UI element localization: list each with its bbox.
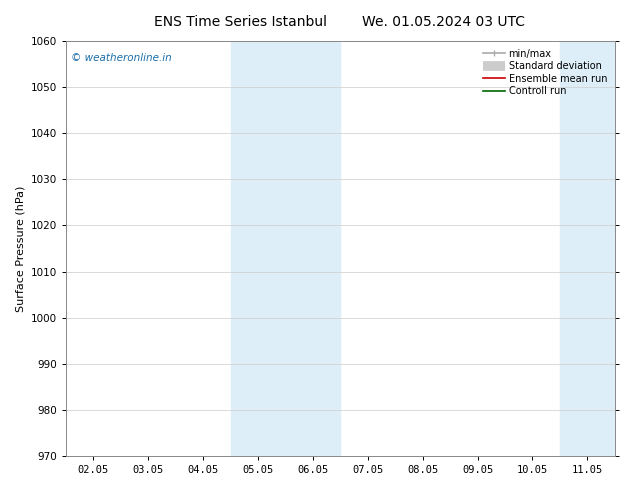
Text: ENS Time Series Istanbul: ENS Time Series Istanbul bbox=[155, 15, 327, 29]
Y-axis label: Surface Pressure (hPa): Surface Pressure (hPa) bbox=[15, 185, 25, 312]
Text: © weatheronline.in: © weatheronline.in bbox=[71, 53, 172, 64]
Bar bbox=[285, 41, 340, 456]
Bar bbox=[231, 41, 285, 456]
Text: We. 01.05.2024 03 UTC: We. 01.05.2024 03 UTC bbox=[362, 15, 526, 29]
Bar bbox=[560, 41, 615, 456]
Legend: min/max, Standard deviation, Ensemble mean run, Controll run: min/max, Standard deviation, Ensemble me… bbox=[481, 46, 610, 99]
